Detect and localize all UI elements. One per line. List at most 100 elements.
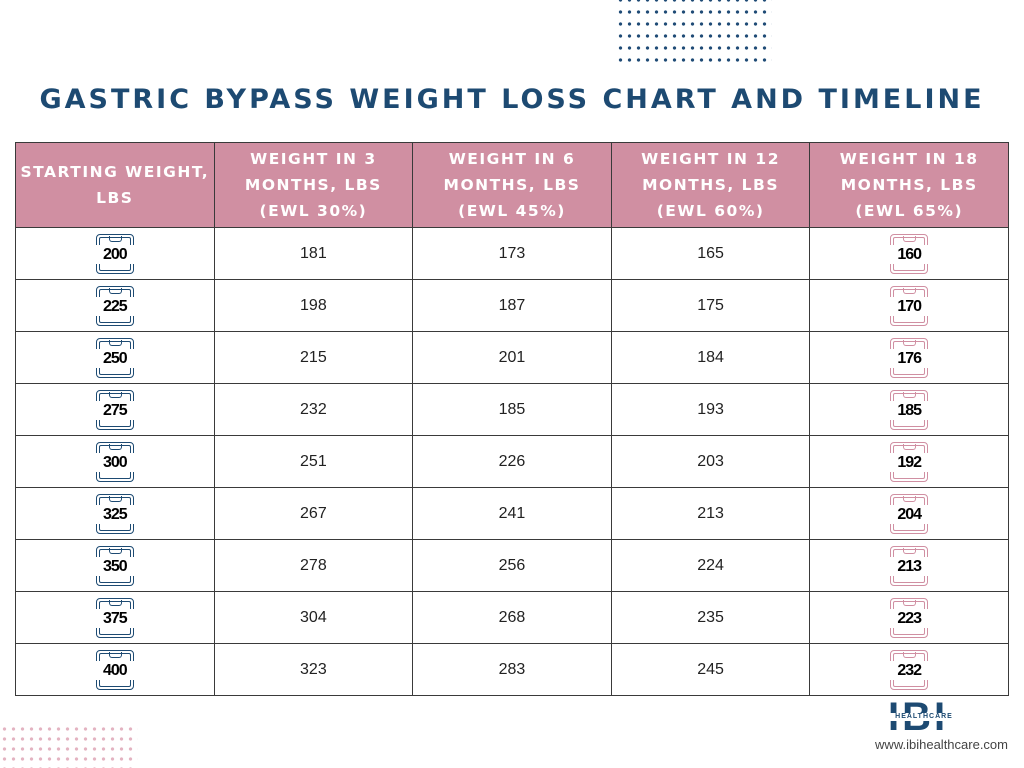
- weight-cell: 203: [610, 435, 811, 488]
- starting-weight-cell: 200: [15, 227, 215, 280]
- header-row: STARTING WEIGHT, LBS WEIGHT IN 3 MONTHS, LB…: [15, 142, 1009, 228]
- scale-icon: 213: [887, 545, 932, 586]
- weight-cell: 241: [412, 487, 612, 540]
- weight-value: 213: [887, 556, 932, 576]
- weight-cell: 283: [412, 643, 612, 696]
- starting-weight-cell: 275: [15, 383, 215, 436]
- weight-value: 275: [92, 400, 137, 420]
- scale-icon: 225: [92, 285, 137, 326]
- weight-cell: 256: [412, 539, 612, 592]
- weight-cell: 235: [610, 591, 811, 644]
- weight-cell: 175: [610, 279, 811, 332]
- weight-cell: 245: [610, 643, 811, 696]
- column-header-line: MONTHS, LBS: [840, 176, 978, 194]
- weight-cell: 165: [610, 227, 811, 280]
- weight-18-months-cell: 185: [809, 383, 1009, 436]
- starting-weight-cell: 400: [15, 643, 215, 696]
- weight-cell: 185: [412, 383, 612, 436]
- scale-icon: 275: [92, 389, 137, 430]
- column-header-5: WEIGHT IN 18 MONTHS, LBS (EWL 65%): [809, 142, 1009, 228]
- scale-icon: 160: [887, 233, 932, 274]
- starting-weight-cell: 375: [15, 591, 215, 644]
- column-header-line: LBS: [96, 189, 134, 207]
- weight-18-months-cell: 192: [809, 435, 1009, 488]
- table-row: 200 181 173 165 160: [15, 227, 1009, 280]
- scale-icon: 350: [92, 545, 137, 586]
- weight-18-months-cell: 170: [809, 279, 1009, 332]
- weight-value: 223: [887, 608, 932, 628]
- scale-icon: 223: [887, 597, 932, 638]
- scale-dial: [108, 599, 122, 606]
- scale-dial: [108, 547, 122, 554]
- weight-value: 225: [92, 296, 137, 316]
- column-header-line: (EWL 30%): [259, 202, 368, 220]
- weight-cell: 251: [213, 435, 414, 488]
- starting-weight-cell: 300: [15, 435, 215, 488]
- weight-cell: 278: [213, 539, 414, 592]
- weight-value: 176: [887, 348, 932, 368]
- scale-icon: 375: [92, 597, 137, 638]
- weight-cell: 198: [213, 279, 414, 332]
- weight-cell: 232: [213, 383, 414, 436]
- weight-value: 170: [887, 296, 932, 316]
- weight-cell: 181: [213, 227, 414, 280]
- table-row: 325 267 241 213 204: [15, 487, 1009, 540]
- weight-cell: 226: [412, 435, 612, 488]
- weight-value: 325: [92, 504, 137, 524]
- decorative-dot-grid-top: [616, 0, 772, 62]
- scale-dial: [108, 339, 122, 346]
- logo-band-text: HEALTHCARE: [888, 713, 960, 721]
- scale-icon: 300: [92, 441, 137, 482]
- table-body: 200 181 173 165 160 225 198 187 175 170 250 215 201 1…: [15, 227, 1009, 696]
- scale-icon: 176: [887, 337, 932, 378]
- column-header-line: WEIGHT IN 6: [448, 150, 576, 168]
- weight-value: 200: [92, 244, 137, 264]
- scale-icon: 170: [887, 285, 932, 326]
- scale-dial: [903, 651, 917, 658]
- scale-icon: 185: [887, 389, 932, 430]
- scale-dial: [108, 287, 122, 294]
- weight-value: 185: [887, 400, 932, 420]
- table-row: 225 198 187 175 170: [15, 279, 1009, 332]
- table-header: STARTING WEIGHT, LBS WEIGHT IN 3 MONTHS, LB…: [15, 142, 1009, 228]
- column-header-line: MONTHS, LBS: [443, 176, 581, 194]
- scale-dial: [903, 443, 917, 450]
- weight-value: 160: [887, 244, 932, 264]
- scale-dial: [903, 235, 917, 242]
- weight-cell: 213: [610, 487, 811, 540]
- table-row: 300 251 226 203 192: [15, 435, 1009, 488]
- weight-cell: 193: [610, 383, 811, 436]
- scale-dial: [903, 599, 917, 606]
- weight-cell: 267: [213, 487, 414, 540]
- ibi-logo: IBI HEALTHCARE: [888, 697, 960, 737]
- chart-title: GASTRIC BYPASS WEIGHT LOSS CHART AND TIM…: [39, 84, 985, 115]
- column-header-line: (EWL 45%): [458, 202, 566, 220]
- scale-dial: [108, 391, 122, 398]
- weight-cell: 268: [412, 591, 612, 644]
- weight-cell: 184: [610, 331, 811, 384]
- weight-cell: 201: [412, 331, 612, 384]
- column-header-2: WEIGHT IN 3 MONTHS, LBS (EWL 30%): [213, 142, 414, 228]
- weight-value: 204: [887, 504, 932, 524]
- weight-18-months-cell: 213: [809, 539, 1009, 592]
- starting-weight-cell: 250: [15, 331, 215, 384]
- scale-dial: [903, 391, 917, 398]
- scale-dial: [108, 495, 122, 502]
- decorative-dot-grid-bottom: [0, 724, 138, 768]
- weight-value: 400: [92, 660, 137, 680]
- scale-icon: 325: [92, 493, 137, 534]
- column-header-3: WEIGHT IN 6 MONTHS, LBS (EWL 45%): [412, 142, 612, 228]
- starting-weight-cell: 325: [15, 487, 215, 540]
- column-header-line: WEIGHT IN 18: [839, 150, 979, 168]
- column-header-1: STARTING WEIGHT, LBS: [15, 142, 215, 228]
- weight-18-months-cell: 232: [809, 643, 1009, 696]
- weight-loss-table: STARTING WEIGHT, LBS WEIGHT IN 3 MONTHS, LB…: [15, 142, 1009, 696]
- table-row: 400 323 283 245 232: [15, 643, 1009, 696]
- weight-18-months-cell: 204: [809, 487, 1009, 540]
- scale-icon: 250: [92, 337, 137, 378]
- scale-icon: 192: [887, 441, 932, 482]
- column-header-line: (EWL 60%): [656, 202, 765, 220]
- scale-dial: [903, 547, 917, 554]
- weight-18-months-cell: 160: [809, 227, 1009, 280]
- column-header-line: WEIGHT IN 12: [641, 150, 780, 168]
